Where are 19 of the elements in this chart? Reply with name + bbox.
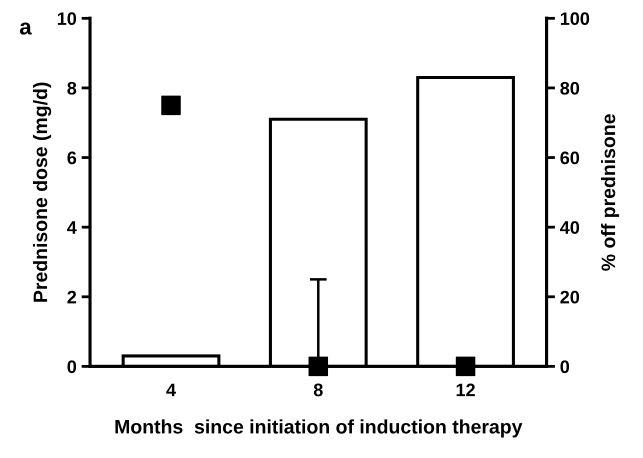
y-tick-label: 8 bbox=[67, 82, 76, 95]
y2-tick-label: 60 bbox=[560, 151, 580, 164]
y2-axis-title: % off prednisone bbox=[600, 114, 620, 271]
y2-tick-label: 40 bbox=[560, 221, 580, 234]
x-tick-label: 12 bbox=[456, 384, 475, 396]
y2-tick-label: 0 bbox=[560, 360, 570, 374]
y-tick-label: 0 bbox=[68, 360, 76, 374]
y-tick-label: 10 bbox=[58, 12, 76, 26]
y-tick-label: 2 bbox=[67, 290, 76, 304]
y2-tick-label: 100 bbox=[560, 12, 590, 26]
x-tick-label: 8 bbox=[314, 384, 323, 396]
text: a bbox=[20, 22, 32, 35]
y-axis-title: Prednisone dose (mg/d) bbox=[32, 82, 52, 302]
x-axis-title: Months since initiation of induction therapy bbox=[115, 419, 522, 438]
x-tick-label: 4 bbox=[166, 384, 176, 396]
y2-tick-label: 20 bbox=[560, 290, 580, 304]
y2-tick-label: 80 bbox=[560, 82, 580, 95]
y-tick-label: 6 bbox=[67, 151, 76, 164]
y-tick-label: 4 bbox=[67, 221, 77, 234]
